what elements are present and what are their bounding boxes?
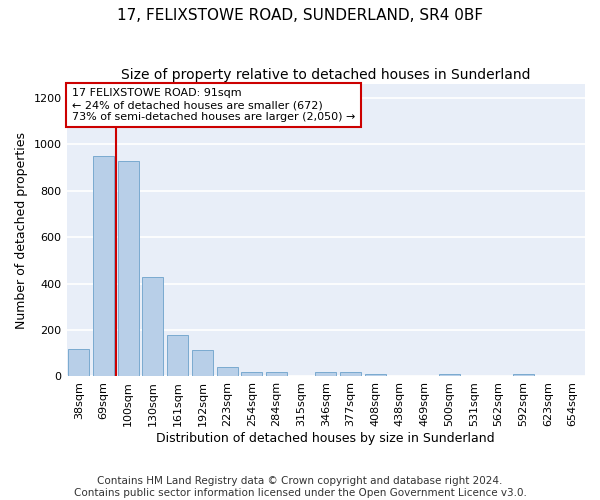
Title: Size of property relative to detached houses in Sunderland: Size of property relative to detached ho… [121, 68, 530, 82]
Bar [142, 276, 163, 376]
X-axis label: Distribution of detached houses by size in Sunderland: Distribution of detached houses by size … [157, 432, 495, 445]
Y-axis label: Number of detached properties: Number of detached properties [15, 132, 28, 329]
Bar [439, 374, 460, 376]
Bar [266, 372, 287, 376]
Bar [118, 160, 139, 376]
Bar [93, 156, 114, 376]
Bar [365, 374, 386, 376]
Bar [68, 348, 89, 376]
Bar [167, 334, 188, 376]
Text: 17 FELIXSTOWE ROAD: 91sqm
← 24% of detached houses are smaller (672)
73% of semi: 17 FELIXSTOWE ROAD: 91sqm ← 24% of detac… [72, 88, 355, 122]
Bar [315, 372, 336, 376]
Text: 17, FELIXSTOWE ROAD, SUNDERLAND, SR4 0BF: 17, FELIXSTOWE ROAD, SUNDERLAND, SR4 0BF [117, 8, 483, 22]
Bar [217, 366, 238, 376]
Text: Contains HM Land Registry data © Crown copyright and database right 2024.
Contai: Contains HM Land Registry data © Crown c… [74, 476, 526, 498]
Bar [192, 350, 213, 376]
Bar [340, 372, 361, 376]
Bar [241, 372, 262, 376]
Bar [513, 374, 534, 376]
